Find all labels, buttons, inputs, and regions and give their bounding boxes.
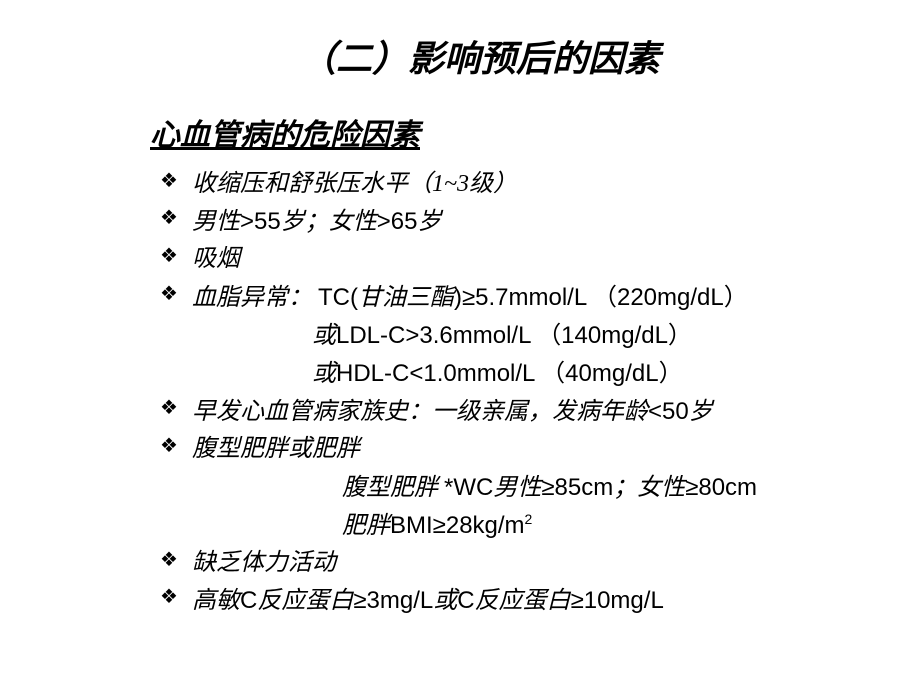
text: )≥5.7mmol/L （220mg/dL） xyxy=(454,284,748,311)
superscript: 2 xyxy=(525,511,533,527)
risk-factor-list: 收缩压和舒张压水平（1~3级） 男性>55岁；女性>65岁 吸烟 血脂异常： T… xyxy=(160,166,860,317)
text: ≥10mg/L xyxy=(571,587,664,614)
text: 岁 xyxy=(417,209,441,235)
text: 高敏 xyxy=(192,588,240,614)
slide: （二）影响预后的因素 心血管病的危险因素 收缩压和舒张压水平（1~3级） 男性>… xyxy=(0,0,920,650)
text: 或 xyxy=(312,323,336,349)
text: TC( xyxy=(318,284,358,311)
text: 或 xyxy=(433,588,457,614)
slide-subtitle: 心血管病的危险因素 xyxy=(150,110,860,154)
text: 男性 xyxy=(493,475,541,501)
text: 岁 xyxy=(689,399,713,425)
list-item: 吸烟 xyxy=(160,241,860,278)
text: HDL-C<1.0mmol/L （40mg/dL） xyxy=(336,360,683,387)
list-item: 血脂异常： TC(甘油三酯)≥5.7mmol/L （220mg/dL） xyxy=(160,279,860,317)
text: ≥80cm xyxy=(685,474,757,501)
sub-line: 或HDL-C<1.0mmol/L （40mg/dL） xyxy=(192,355,860,393)
sub-line: 或LDL-C>3.6mmol/L （140mg/dL） xyxy=(192,317,860,355)
text: 男性 xyxy=(192,209,240,235)
slide-title: （二）影响预后的因素 xyxy=(100,30,860,82)
list-item: 腹型肥胖或肥胖 xyxy=(160,431,860,468)
text: 血脂异常： xyxy=(192,285,312,311)
text: 或 xyxy=(312,361,336,387)
list-item: 早发心血管病家族史：一级亲属，发病年龄<50岁 xyxy=(160,393,860,431)
text: >65 xyxy=(377,208,418,235)
sub-line: 肥胖BMI≥28kg/m2 xyxy=(192,507,860,545)
list-item: 高敏C反应蛋白≥3mg/L或C反应蛋白≥10mg/L xyxy=(160,582,860,620)
text: *WC xyxy=(444,474,493,501)
text: ≥85cm xyxy=(541,474,613,501)
text: 早发心血管病家族史：一级亲属，发病年龄 xyxy=(192,399,648,425)
text: C xyxy=(240,587,257,614)
text: ；女性 xyxy=(613,475,685,501)
text: LDL-C>3.6mmol/L （140mg/dL） xyxy=(336,322,692,349)
text: >55 xyxy=(240,208,281,235)
text: 甘油三酯 xyxy=(358,285,454,311)
text: 反应蛋白 xyxy=(475,588,571,614)
list-item: 男性>55岁；女性>65岁 xyxy=(160,203,860,241)
text: ≥3mg/L xyxy=(353,587,433,614)
text: 岁；女性 xyxy=(281,209,377,235)
risk-factor-list-3: 缺乏体力活动 高敏C反应蛋白≥3mg/L或C反应蛋白≥10mg/L xyxy=(160,545,860,620)
sub-line: 腹型肥胖 *WC男性≥85cm；女性≥80cm xyxy=(192,469,860,507)
text: <50 xyxy=(648,398,689,425)
text: C xyxy=(457,587,474,614)
list-item: 收缩压和舒张压水平（1~3级） xyxy=(160,166,860,203)
text: 反应蛋白 xyxy=(257,588,353,614)
risk-factor-list-2: 早发心血管病家族史：一级亲属，发病年龄<50岁 腹型肥胖或肥胖 xyxy=(160,393,860,468)
text: BMI≥28kg/m xyxy=(390,512,525,539)
list-item: 缺乏体力活动 xyxy=(160,545,860,582)
text: 腹型肥胖 xyxy=(342,475,444,501)
text: 肥胖 xyxy=(342,513,390,539)
